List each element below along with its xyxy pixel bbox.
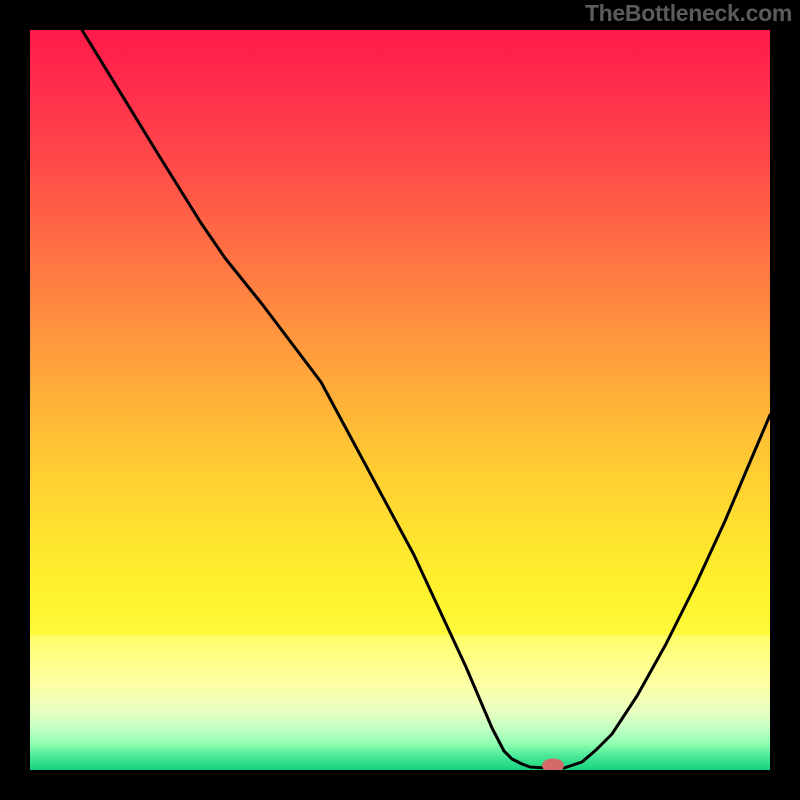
plot-svg [30,30,770,770]
chart-stage: TheBottleneck.com [0,0,800,800]
plot-area [30,30,770,770]
watermark-text: TheBottleneck.com [585,0,792,27]
